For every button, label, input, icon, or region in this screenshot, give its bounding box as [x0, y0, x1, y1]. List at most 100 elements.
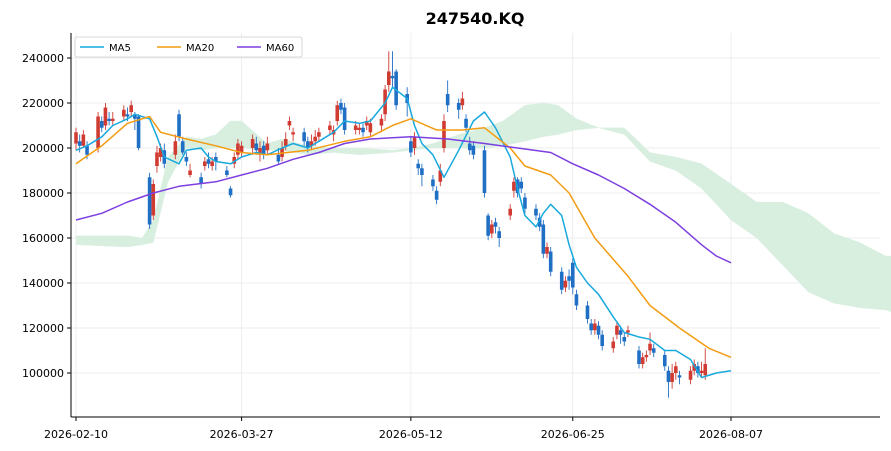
- x-tick-label: 2026-03-27: [210, 428, 274, 441]
- cloud-segment: [701, 163, 732, 221]
- candle-body: [74, 132, 78, 144]
- y-tick-label: 220000: [22, 97, 64, 110]
- candle-body: [699, 370, 704, 373]
- candle-body: [692, 364, 697, 371]
- candle-body: [328, 125, 332, 130]
- candle-body: [626, 330, 630, 333]
- candle-body: [677, 375, 682, 378]
- candle-body: [210, 161, 214, 166]
- legend-box: [74, 36, 303, 58]
- legend-label-ma5: MA5: [109, 43, 131, 54]
- candle-body: [537, 217, 542, 227]
- y-tick-label: 200000: [22, 142, 64, 155]
- candle-body: [173, 141, 178, 155]
- candle-body: [545, 247, 549, 254]
- candle-body: [593, 323, 597, 331]
- candle-body: [688, 370, 693, 380]
- cloud-segment: [359, 147, 393, 155]
- candle-body: [434, 190, 439, 200]
- candle-body: [548, 251, 553, 272]
- candle-body: [508, 208, 513, 216]
- candle-body: [464, 118, 468, 128]
- candle-body: [202, 161, 207, 166]
- cloud-segment: [885, 255, 891, 313]
- candle-body: [662, 355, 667, 367]
- candle-body: [291, 132, 295, 135]
- candle-body: [151, 184, 156, 216]
- candle-body: [596, 325, 601, 335]
- cloud-segment: [432, 134, 459, 149]
- candle-body: [180, 141, 185, 153]
- ichimoku-cloud: [75, 102, 891, 313]
- candle-body: [188, 170, 192, 175]
- candle-body: [147, 177, 152, 225]
- candle-body: [611, 341, 616, 349]
- candle-body: [622, 337, 627, 342]
- candle-body: [261, 145, 266, 155]
- candle-body: [99, 121, 104, 128]
- candle-body: [559, 271, 564, 290]
- x-tick-label: 2026-06-25: [541, 428, 605, 441]
- candle-body: [442, 121, 446, 148]
- cloud-segment: [730, 183, 757, 239]
- candle-body: [177, 114, 181, 137]
- candle-body: [585, 305, 590, 319]
- candle-body: [258, 148, 262, 155]
- candle-body: [103, 107, 108, 126]
- candle-body: [651, 348, 656, 353]
- candle-body: [644, 355, 649, 358]
- candle-body: [265, 143, 270, 151]
- cloud-segment: [333, 147, 360, 155]
- candle-body: [409, 141, 413, 153]
- candle-body: [206, 159, 211, 164]
- cloud-segment: [649, 152, 676, 171]
- axes: 100000 120000 140000 160000 180000 200000 2200…: [22, 33, 880, 441]
- x-tick-label: 2026-05-12: [379, 428, 443, 441]
- candle-body: [570, 262, 575, 288]
- candle-body: [306, 141, 310, 148]
- candle-body: [250, 139, 255, 148]
- series-line-ma60: [75, 136, 732, 264]
- candle-body: [199, 177, 203, 184]
- candle-body: [125, 114, 130, 117]
- candle-body: [317, 132, 321, 137]
- candle-body: [618, 330, 623, 335]
- candle-body: [85, 145, 89, 155]
- candle-body: [670, 373, 674, 382]
- candle-body: [431, 179, 435, 187]
- legend-label-ma20: MA20: [186, 43, 214, 54]
- candle-body: [666, 370, 671, 382]
- y-tick-label: 240000: [22, 52, 64, 65]
- x-tick-label: 2026-02-10: [44, 428, 108, 441]
- candle-body: [600, 334, 605, 346]
- candle-body: [313, 136, 317, 142]
- cloud-segment: [230, 120, 242, 149]
- candle-body: [467, 143, 472, 151]
- cloud-segment: [859, 242, 886, 311]
- candle-body: [214, 157, 218, 162]
- candle-body: [445, 94, 450, 106]
- y-tick-label: 180000: [22, 187, 64, 200]
- cloud-segment: [153, 156, 169, 243]
- x-tick-label: 2026-08-07: [699, 428, 763, 441]
- candle-body: [228, 188, 233, 196]
- candle-body: [589, 323, 593, 331]
- candle-body: [110, 118, 115, 121]
- series-line-ma5: [75, 86, 732, 379]
- cloud-segment: [557, 104, 577, 135]
- candle-body: [302, 132, 306, 142]
- moving-average-lines: [75, 86, 732, 379]
- cloud-segment: [392, 147, 412, 153]
- candle-body: [225, 170, 229, 175]
- candle-body: [133, 114, 137, 119]
- y-tick-label: 100000: [22, 367, 64, 380]
- candle-body: [155, 152, 159, 166]
- cloud-segment: [782, 201, 809, 293]
- cloud-segment: [502, 104, 526, 146]
- cloud-segment: [576, 118, 599, 131]
- candle-body: [339, 103, 343, 110]
- candle-body: [637, 350, 641, 364]
- candle-body: [353, 125, 358, 130]
